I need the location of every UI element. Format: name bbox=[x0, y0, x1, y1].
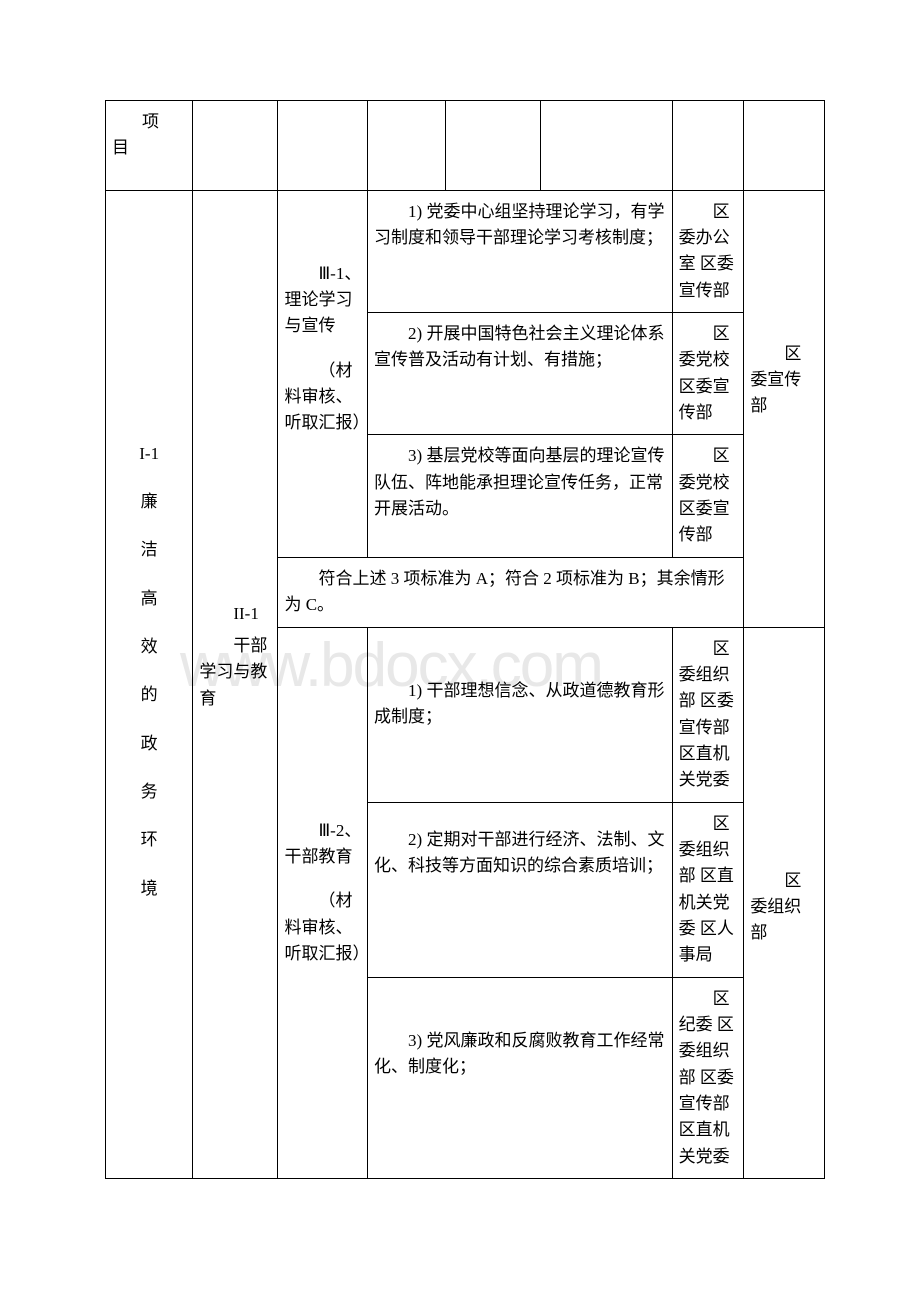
level1-char-6: 政 bbox=[112, 731, 186, 757]
group1-item3-dept: 区委党校 区委宣传部 bbox=[672, 435, 744, 557]
g2-i3-dept: 区纪委 区委组织部 区委宣传部 区直机关党委 bbox=[679, 986, 738, 1170]
g2-lead: 区委组织部 bbox=[750, 868, 818, 947]
group1-item2-dept: 区委党校 区委宣传部 bbox=[672, 313, 744, 435]
group2-item3-dept: 区纪委 区委组织部 区委宣传部 区直机关党委 bbox=[672, 977, 744, 1178]
level1-char-1: 廉 bbox=[112, 489, 186, 515]
g1-lead: 区委宣传部 bbox=[750, 341, 818, 420]
level1-char-8: 环 bbox=[112, 827, 186, 853]
g2-i2-text: 2) 定期对干部进行经济、法制、文化、科技等方面知识的综合素质培训； bbox=[374, 827, 666, 880]
level2-cell: II-1 干部学习与教育 bbox=[193, 190, 278, 1178]
level1-cell: I-1 廉 洁 高 效 的 政 务 环 境 bbox=[106, 190, 193, 1178]
group2-item2-text: 2) 定期对干部进行经济、法制、文化、科技等方面知识的综合素质培训； bbox=[368, 802, 673, 977]
level1-id: I-1 bbox=[112, 441, 186, 467]
g1-i1-text: 1) 党委中心组坚持理论学习，有学习制度和领导干部理论学习考核制度； bbox=[374, 199, 666, 252]
header-col6 bbox=[540, 101, 672, 191]
group1-grade: 符合上述 3 项标准为 A；符合 2 项标准为 B；其余情形为 C。 bbox=[278, 557, 744, 627]
level1-char-2: 洁 bbox=[112, 537, 186, 563]
g2-i1-text: 1) 干部理想信念、从政道德教育形成制度； bbox=[374, 678, 666, 731]
level2-id: II-1 bbox=[199, 601, 271, 627]
group1-item2-text: 2) 开展中国特色社会主义理论体系宣传普及活动有计划、有措施； bbox=[368, 313, 673, 435]
header-row: 项目 bbox=[106, 101, 825, 191]
group2-item3-text: 3) 党风廉政和反腐败教育工作经常化、制度化； bbox=[368, 977, 673, 1178]
level2-label: 干部学习与教育 bbox=[199, 633, 271, 712]
level1-char-3: 高 bbox=[112, 586, 186, 612]
group2-item1-dept: 区委组织部 区委宣传部 区直机关党委 bbox=[672, 627, 744, 802]
group1-method: （材料审核、听取汇报） bbox=[284, 358, 361, 437]
group2-lead: 区委组织部 bbox=[744, 627, 825, 1179]
group2-item2-dept: 区委组织部 区直机关党委 区人事局 bbox=[672, 802, 744, 977]
group2-level3-cell: Ⅲ-2、干部教育 （材料审核、听取汇报） bbox=[278, 627, 368, 1179]
group1-item1-text: 1) 党委中心组坚持理论学习，有学习制度和领导干部理论学习考核制度； bbox=[368, 190, 673, 312]
level1-char-4: 效 bbox=[112, 634, 186, 660]
group1-lead: 区委宣传部 bbox=[744, 190, 825, 627]
g1-i2-text: 2) 开展中国特色社会主义理论体系宣传普及活动有计划、有措施； bbox=[374, 321, 666, 374]
g2-i3-text: 3) 党风廉政和反腐败教育工作经常化、制度化； bbox=[374, 1028, 666, 1081]
level1-char-5: 的 bbox=[112, 682, 186, 708]
header-col3 bbox=[278, 101, 368, 191]
header-col5 bbox=[446, 101, 540, 191]
header-col4 bbox=[368, 101, 446, 191]
group1-level3-cell: Ⅲ-1、理论学习与宣传 （材料审核、听取汇报） bbox=[278, 190, 368, 557]
header-col2 bbox=[193, 101, 278, 191]
g2-i1-dept: 区委组织部 区委宣传部 区直机关党委 bbox=[679, 636, 738, 794]
g1-grade: 符合上述 3 项标准为 A；符合 2 项标准为 B；其余情形为 C。 bbox=[284, 566, 737, 619]
criteria-table: 项目 I-1 廉 洁 高 效 的 政 务 环 境 II-1 干部学习与教育 Ⅲ-… bbox=[105, 100, 825, 1179]
group1-item3-text: 3) 基层党校等面向基层的理论宣传队伍、阵地能承担理论宣传任务，正常开展活动。 bbox=[368, 435, 673, 557]
level1-char-7: 务 bbox=[112, 779, 186, 805]
g1-i2-dept: 区委党校 区委宣传部 bbox=[679, 321, 738, 426]
header-col1: 项目 bbox=[106, 101, 193, 191]
g2-i2-dept: 区委组织部 区直机关党委 区人事局 bbox=[679, 811, 738, 969]
header-col8 bbox=[744, 101, 825, 191]
level1-char-9: 境 bbox=[112, 876, 186, 902]
g1-i1-dept: 区委办公室 区委宣传部 bbox=[679, 199, 738, 304]
g1-i3-dept: 区委党校 区委宣传部 bbox=[679, 443, 738, 548]
group1-level3-label: Ⅲ-1、理论学习与宣传 bbox=[284, 261, 361, 340]
group2-method: （材料审核、听取汇报） bbox=[284, 888, 361, 967]
g1-i3-text: 3) 基层党校等面向基层的理论宣传队伍、阵地能承担理论宣传任务，正常开展活动。 bbox=[374, 443, 666, 522]
group2-item1-text: 1) 干部理想信念、从政道德教育形成制度； bbox=[368, 627, 673, 802]
header-col7 bbox=[672, 101, 744, 191]
group1-item1-dept: 区委办公室 区委宣传部 bbox=[672, 190, 744, 312]
group2-level3-label: Ⅲ-2、干部教育 bbox=[284, 818, 361, 871]
